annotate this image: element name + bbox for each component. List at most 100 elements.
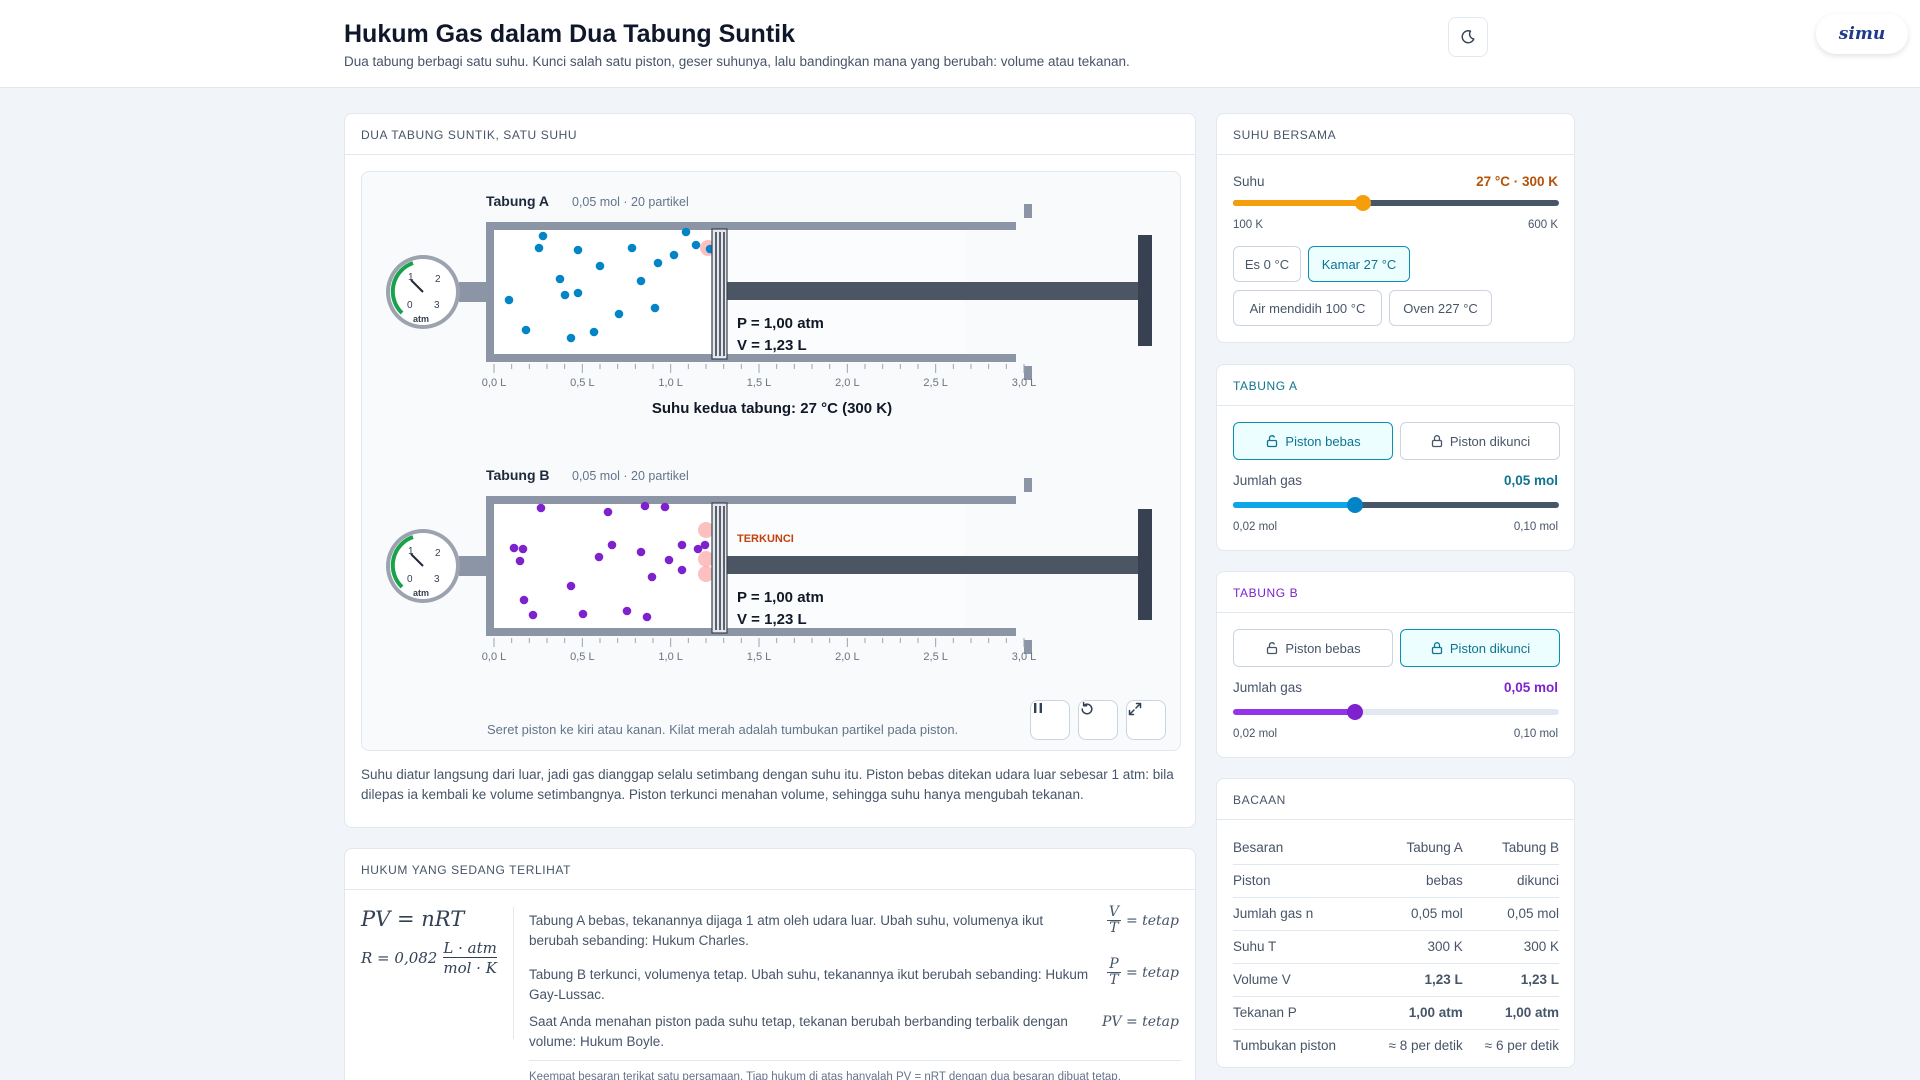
simulation-panel: DUA TABUNG SUNTIK, SATU SUHU Tabung A 0,… [344,113,1196,828]
table-row: Suhu T 300 K 300 K [1233,930,1559,964]
gas-particle [578,609,588,619]
scale-label: 0,0 L [482,651,506,663]
unlock-icon [1267,435,1278,448]
tube-a-gas-label: Jumlah gas [1233,473,1303,488]
scale-label: 2,0 L [835,377,859,389]
tube-b-locked-label: TERKUNCI [737,533,794,545]
tube-b-volume: V = 1,23 L [737,611,807,628]
gas-particle [534,243,544,253]
temperature-heading: SUHU BERSAMA [1217,114,1574,155]
temperature-slider[interactable] [1233,195,1559,211]
scale-label: 1,5 L [747,651,771,663]
scale-label: 2,5 L [923,377,947,389]
tube-a-pressure: P = 1,00 atm [737,315,824,332]
reset-button[interactable] [1078,700,1118,740]
scale-label: 0,5 L [570,651,594,663]
scale-label: 1,0 L [658,377,682,389]
gas-particle [521,325,531,335]
tube-a-info: 0,05 mol · 20 partikel [572,195,689,209]
table-row: Piston bebas dikunci [1233,864,1559,898]
tube-b-free-piston-button[interactable]: Piston bebas [1233,629,1393,667]
gas-particle [664,555,674,565]
tube-b-plunger-handle[interactable] [1138,509,1152,620]
simu-logo[interactable]: simu [1816,14,1908,54]
temperature-min: 100 K [1233,219,1264,231]
gas-particle [642,612,652,622]
scale-label: 2,0 L [835,651,859,663]
tube-b-gas-min: 0,02 mol [1233,728,1278,740]
gas-particle [595,261,605,271]
gas-particle [566,581,576,591]
law-boyle-text: Saat Anda menahan piston pada suhu tetap… [529,1014,1068,1049]
gas-particle [573,245,583,255]
gas-particle [509,543,519,553]
tube-a-end-wall [486,222,494,362]
tube-b-pressure-gauge: 0 1 2 3 atm [386,529,460,603]
lock-icon [1431,435,1443,448]
tube-b-end-wall [486,496,494,636]
fullscreen-icon [1128,702,1142,716]
gas-particle [519,595,529,605]
gas-particle [636,547,646,557]
gas-particle [603,507,613,517]
gas-particle [573,288,583,298]
moon-icon [1461,30,1475,44]
tube-a-gas-min: 0,02 mol [1233,521,1278,533]
gas-constant-formula: R = 0,082 L · atm mol · K [361,939,497,977]
gas-particle [650,303,660,313]
tube-b: Tabung B 0,05 mol · 20 partikel TERKUNCI… [386,467,1152,663]
tube-b-volume-scale: 0,0 L 0,5 L 1,0 L 1,5 L 2,0 L 2,5 L 3,0 L [482,638,1036,663]
table-row: Volume V 1,23 L 1,23 L [1233,963,1559,997]
tube-b-gas-slider-thumb[interactable] [1347,704,1364,720]
preset-oven-button[interactable]: Oven 227 °C [1389,290,1492,326]
tube-b-plunger-rod [724,556,1144,574]
tube-a-particles [504,227,716,343]
tube-a-lock-piston-button[interactable]: Piston dikunci [1400,422,1560,460]
tube-b-gas-slider-fill [1233,709,1356,715]
svg-text:2: 2 [435,274,441,285]
table-row: Jumlah gas n 0,05 mol 0,05 mol [1233,897,1559,931]
gas-particle [681,227,691,237]
scale-label: 3,0 L [1012,377,1036,389]
law-gay-lussac-text: Tabung B terkunci, volumenya tetap. Ubah… [529,967,1089,1002]
lock-icon [1431,642,1443,655]
temperature-value: 27 °C · 300 K [1476,174,1558,189]
tube-a-gas-slider[interactable] [1233,497,1559,513]
gas-particle [622,606,632,616]
tube-a-plunger-handle[interactable] [1138,235,1152,346]
tube-b-gas-value: 0,05 mol [1503,680,1558,695]
gas-particle [636,276,646,286]
gas-particle [653,258,663,268]
pause-button[interactable] [1030,700,1070,740]
tube-a-volume: V = 1,23 L [737,337,807,354]
tube-a-panel: TABUNG A Piston bebas Piston dikunci Jum… [1216,364,1575,551]
temperature-caption: Suhu kedua tabung: 27 °C (300 K) [652,400,892,417]
tube-a-label: Tabung A [486,193,549,209]
preset-room-button[interactable]: Kamar 27 °C [1308,246,1410,282]
tube-a-free-piston-button[interactable]: Piston bebas [1233,422,1393,460]
preset-ice-button[interactable]: Es 0 °C [1233,246,1301,282]
table-row: Tumbukan piston ≈ 8 per detik ≈ 6 per de… [1233,1038,1559,1054]
fullscreen-button[interactable] [1126,700,1166,740]
gas-particle [677,565,687,575]
theme-toggle-button[interactable] [1448,17,1488,57]
preset-boiling-button[interactable]: Air mendidih 100 °C [1233,290,1382,326]
collision-flash [698,522,714,538]
temperature-slider-thumb[interactable] [1355,195,1372,211]
tube-b-gas-max: 0,10 mol [1513,728,1558,740]
gas-particle [538,231,548,241]
simulation-canvas[interactable]: Tabung A 0,05 mol · 20 partikel P = 1,00… [361,171,1181,751]
gas-particle [614,309,624,319]
tube-b-panel: TABUNG B Piston bebas Piston dikunci Jum… [1216,571,1575,758]
tube-b-lock-piston-button[interactable]: Piston dikunci [1400,629,1560,667]
scale-label: 0,0 L [482,377,506,389]
tube-b-pressure: P = 1,00 atm [737,589,824,606]
tube-a-gas-slider-thumb[interactable] [1347,497,1364,513]
tube-b-label: Tabung B [486,467,550,483]
tube-b-gas-slider[interactable] [1233,704,1559,720]
temperature-panel: SUHU BERSAMA Suhu 27 °C · 300 K 100 K 60… [1216,113,1575,343]
scale-label: 1,5 L [747,377,771,389]
svg-text:3: 3 [434,300,440,311]
